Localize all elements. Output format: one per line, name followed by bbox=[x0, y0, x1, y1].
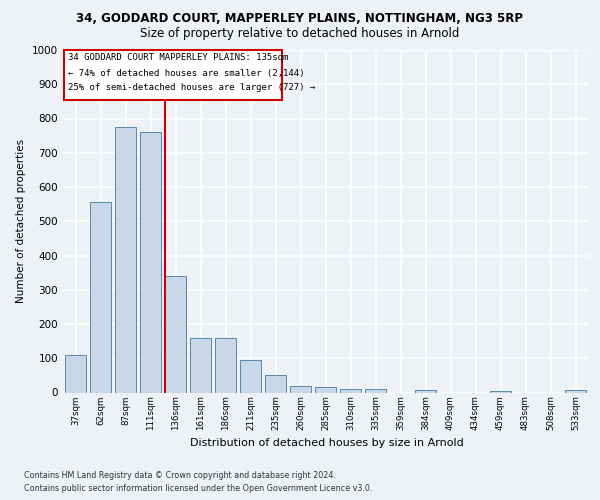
Bar bbox=[565, 390, 586, 392]
Bar bbox=[165, 276, 186, 392]
Text: 34 GODDARD COURT MAPPERLEY PLAINS: 135sqm: 34 GODDARD COURT MAPPERLEY PLAINS: 135sq… bbox=[68, 54, 289, 62]
Bar bbox=[115, 127, 136, 392]
Bar bbox=[415, 390, 436, 392]
FancyBboxPatch shape bbox=[64, 50, 282, 100]
Text: Contains HM Land Registry data © Crown copyright and database right 2024.: Contains HM Land Registry data © Crown c… bbox=[24, 471, 336, 480]
Y-axis label: Number of detached properties: Number of detached properties bbox=[16, 139, 26, 304]
Text: ← 74% of detached houses are smaller (2,144): ← 74% of detached houses are smaller (2,… bbox=[68, 69, 305, 78]
Text: 34, GODDARD COURT, MAPPERLEY PLAINS, NOTTINGHAM, NG3 5RP: 34, GODDARD COURT, MAPPERLEY PLAINS, NOT… bbox=[77, 12, 523, 26]
Text: Contains public sector information licensed under the Open Government Licence v3: Contains public sector information licen… bbox=[24, 484, 373, 493]
Bar bbox=[90, 202, 111, 392]
Text: Size of property relative to detached houses in Arnold: Size of property relative to detached ho… bbox=[140, 28, 460, 40]
Bar bbox=[65, 355, 86, 393]
Bar bbox=[190, 338, 211, 392]
Bar bbox=[290, 386, 311, 392]
Bar bbox=[215, 338, 236, 392]
Bar bbox=[140, 132, 161, 392]
Bar bbox=[340, 389, 361, 392]
Bar bbox=[365, 389, 386, 392]
Text: Distribution of detached houses by size in Arnold: Distribution of detached houses by size … bbox=[190, 438, 464, 448]
Bar bbox=[240, 360, 261, 392]
Bar bbox=[315, 388, 336, 392]
Bar bbox=[490, 391, 511, 392]
Text: 25% of semi-detached houses are larger (727) →: 25% of semi-detached houses are larger (… bbox=[68, 82, 315, 92]
Bar bbox=[265, 376, 286, 392]
